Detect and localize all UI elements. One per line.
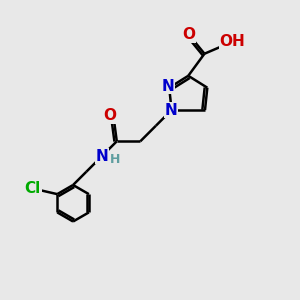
Text: N: N <box>96 148 108 164</box>
Text: OH: OH <box>220 34 245 50</box>
Text: N: N <box>165 103 177 118</box>
Text: Cl: Cl <box>25 181 41 196</box>
Text: N: N <box>161 79 174 94</box>
Text: O: O <box>103 108 116 123</box>
Text: O: O <box>182 27 195 42</box>
Text: H: H <box>110 153 120 166</box>
